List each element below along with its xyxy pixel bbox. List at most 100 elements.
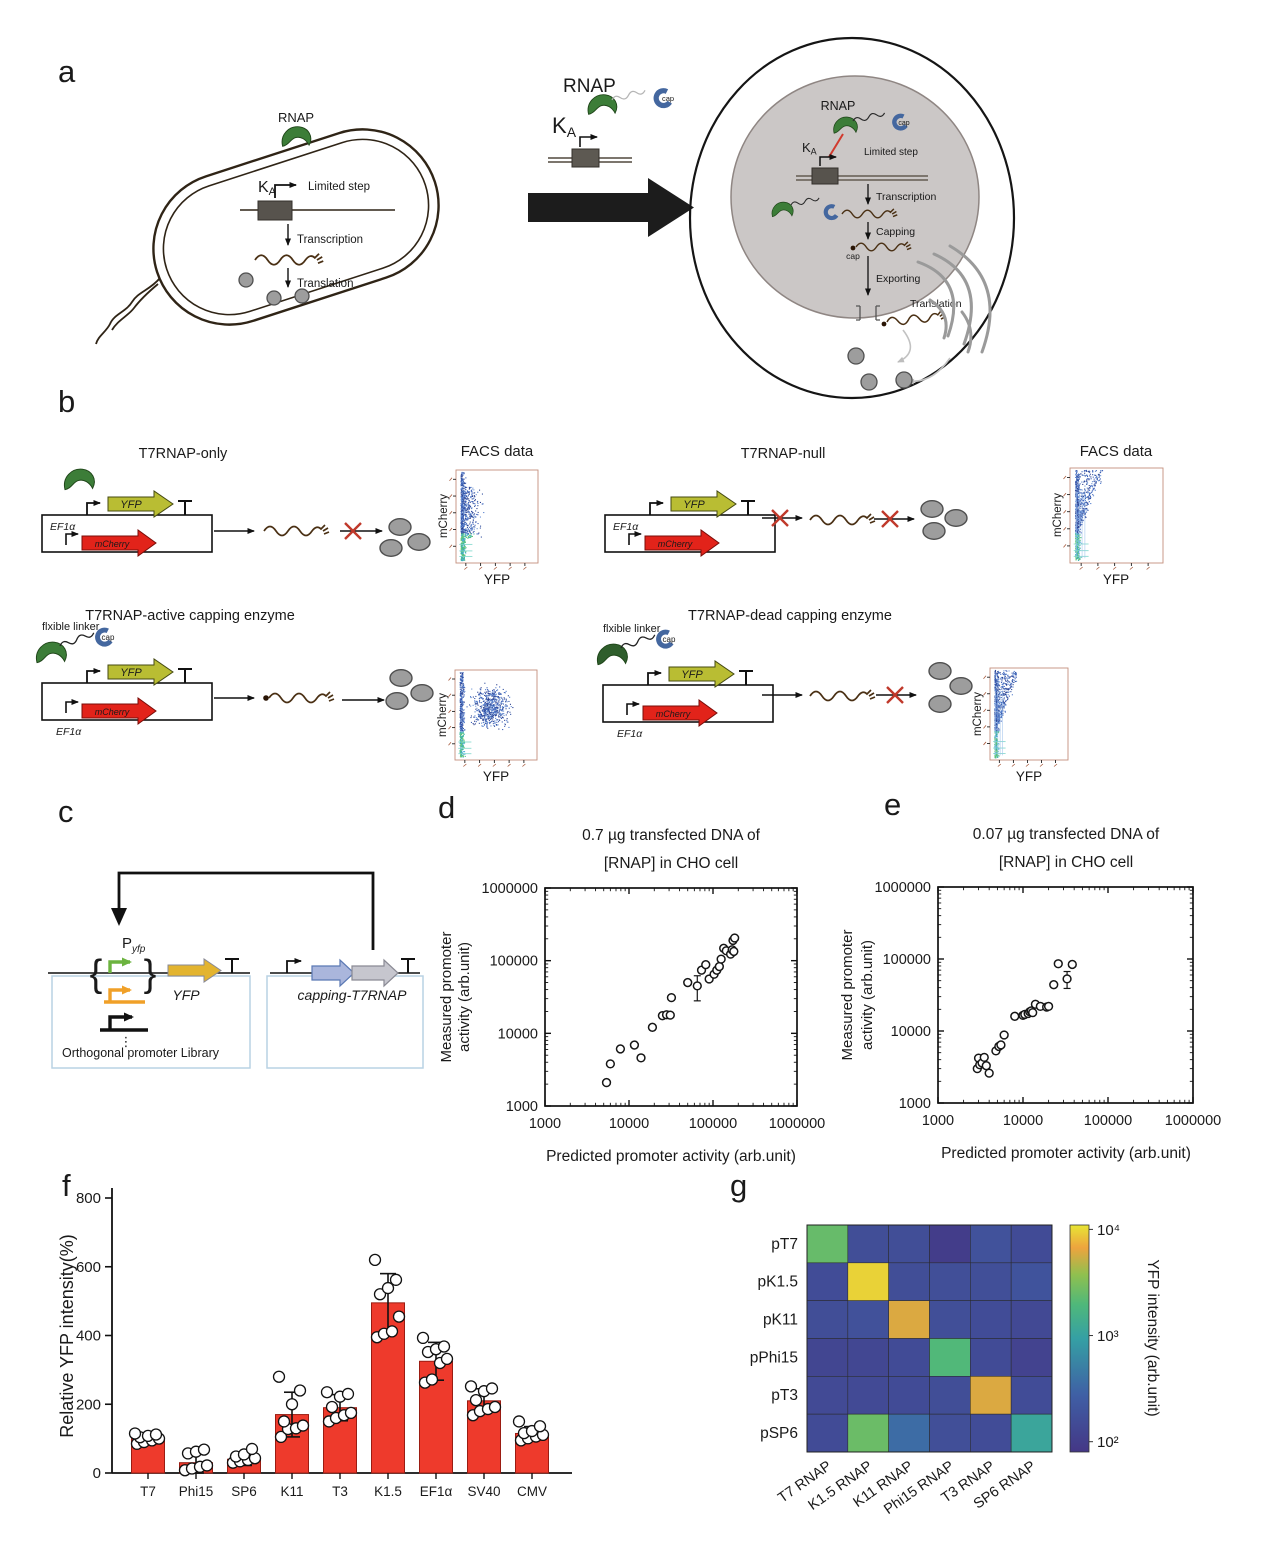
facs-plots — [448, 467, 1164, 767]
data-point — [272, 1370, 286, 1383]
mcherry-gene-label: mCherry — [658, 539, 693, 549]
rnap-icon — [35, 641, 67, 664]
heatmap-cell — [970, 1224, 1012, 1264]
data-point — [647, 1022, 658, 1032]
yfp-gene-label: YFP — [120, 499, 142, 511]
tick-label: 100000 — [490, 954, 538, 970]
yfp-gene-arrow — [668, 660, 735, 688]
tick-label: 1000 — [922, 1113, 954, 1129]
data-point — [344, 1406, 358, 1419]
data-point — [636, 1053, 646, 1063]
ribosome-path-arrow-icon — [897, 329, 912, 363]
tick-label: 400 — [76, 1328, 101, 1345]
heatmap-cell — [847, 1262, 889, 1301]
panel-a-label: a — [58, 54, 76, 89]
facs-y-label: mCherry — [438, 494, 450, 538]
tick-label: 1000 — [899, 1096, 931, 1112]
tick-label: K1.5 — [374, 1484, 402, 1499]
cell-membrane — [688, 36, 1016, 400]
mrna-icon — [254, 252, 325, 266]
mammalian-cell-diagram: RNAP cap KA Limited step Transcription C… — [688, 36, 1016, 400]
rnap-label: RNAP — [821, 99, 856, 113]
mcherry-gene-label: mCherry — [656, 709, 691, 719]
bacterium-outer-membrane — [152, 128, 440, 326]
promoter-box — [811, 167, 839, 185]
data-point — [714, 961, 724, 972]
mrna-icon — [809, 689, 876, 702]
ef1a-label: EF1α — [617, 728, 643, 740]
heatmap-cell — [929, 1376, 971, 1415]
heatmap-cell — [806, 1300, 849, 1339]
panel-d-label: d — [438, 790, 455, 825]
heatmap-cell — [847, 1413, 889, 1453]
promoter-black-icon — [100, 1017, 148, 1032]
data-point — [979, 1052, 989, 1063]
tick-label: 100000 — [883, 952, 931, 968]
construct-t7rnap-null: YFP EF1α mCherry — [604, 490, 776, 557]
data-point — [425, 1373, 439, 1386]
heatmap-cell — [1010, 1413, 1053, 1453]
tick-label: CMV — [517, 1484, 547, 1499]
mrna-icon — [809, 513, 876, 526]
scatter-plot-e: 1000 10000 100000 1000000 1000 10000 100000 100… — [875, 880, 1222, 1129]
tick-label: pT3 — [771, 1387, 798, 1404]
data-point — [293, 1384, 307, 1397]
panel-b: b T7RNAP-only T7RNAP-null T7RNAP-active … — [35, 384, 1164, 784]
yfp-gene-arrow — [167, 958, 222, 983]
mcherry-gene-arrow — [81, 529, 157, 557]
data-point — [1043, 1001, 1054, 1011]
heatmap-cell — [888, 1338, 930, 1377]
panel-e: e 0.07 µg transfected DNA of [RNAP] in C… — [839, 787, 1221, 1162]
heatmap-cell — [806, 1413, 849, 1453]
data-point — [701, 960, 711, 970]
facs-y-label: mCherry — [1052, 493, 1064, 537]
heatmap-cell — [970, 1300, 1012, 1339]
mrna-icon — [263, 524, 330, 537]
tick-label: pSP6 — [760, 1425, 798, 1442]
chart-title-line2: [RNAP] in CHO cell — [604, 855, 738, 872]
rnap-icon — [596, 643, 628, 666]
heatmap-cell — [888, 1300, 930, 1339]
cap-label: cap — [663, 635, 676, 644]
tick-label: 10² — [1097, 1434, 1119, 1451]
data-point — [320, 1386, 334, 1399]
data-point — [381, 1281, 395, 1295]
heatmap-cell — [806, 1338, 849, 1377]
tick-label: 10000 — [891, 1024, 931, 1040]
facs-plot-3 — [983, 667, 1069, 767]
panel-f-label: f — [62, 1168, 71, 1203]
data-point — [325, 1400, 339, 1414]
heatmap-cell — [929, 1224, 971, 1264]
translation-label: Translation — [297, 278, 353, 290]
data-point — [416, 1331, 430, 1345]
t7rnap-gene-arrow — [351, 958, 399, 988]
tick-label: Phi15 — [179, 1484, 214, 1499]
facs-title: FACS data — [1080, 443, 1153, 460]
ka-link-line — [828, 133, 844, 158]
x-axis-label: Predicted promoter activity (arb.unit) — [941, 1145, 1191, 1162]
heatmap-cell — [970, 1262, 1012, 1301]
heatmap-cell — [888, 1224, 930, 1264]
data-point — [440, 1352, 454, 1366]
promoter-arrow-icon — [819, 154, 837, 166]
panel-d: d 0.7 µg transfected DNA of [RNAP] in CH… — [438, 790, 825, 1165]
chart-title-line1: 0.7 µg transfected DNA of — [582, 827, 760, 844]
tick-label: 800 — [76, 1190, 101, 1207]
data-point — [464, 1380, 478, 1393]
data-point — [437, 1340, 451, 1353]
transition-diagram: RNAP cap KA — [528, 76, 694, 237]
nuclear-pore-icon — [856, 305, 880, 321]
blocked-x-icon — [344, 522, 362, 540]
tick-label: 0 — [93, 1465, 101, 1482]
rnap-label: RNAP — [278, 110, 314, 125]
panel-g-label: g — [730, 1168, 747, 1203]
data-point — [1028, 1007, 1038, 1018]
promoter-arrow-icon — [286, 958, 302, 973]
heatmap-cell — [806, 1376, 849, 1415]
heatmap-cell — [929, 1338, 971, 1377]
tick-label: 10000 — [498, 1026, 538, 1042]
transcription-label: Transcription — [876, 191, 936, 203]
data-point — [277, 1415, 291, 1428]
flexible-linker-label: flxible linker — [42, 621, 100, 633]
